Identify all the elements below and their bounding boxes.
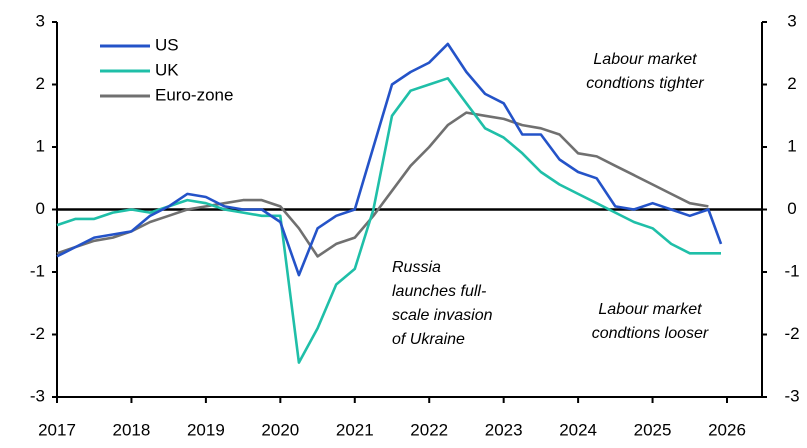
legend-label: US	[155, 35, 179, 54]
x-tick-label: 2023	[485, 420, 523, 439]
y-tick-label: -1	[30, 261, 45, 280]
annotation: condtions looser	[592, 325, 709, 342]
x-tick-label: 2018	[113, 420, 151, 439]
x-tick-label: 2024	[559, 420, 597, 439]
x-tick-label: 2020	[261, 420, 299, 439]
annotation: scale invasion	[392, 307, 493, 324]
series-line	[56, 111, 709, 258]
y-tick-label: 0	[36, 199, 45, 218]
x-tick-label: 2021	[336, 420, 374, 439]
annotation: Russia	[392, 259, 441, 276]
x-tick-label: 2022	[410, 420, 448, 439]
y2-tick-label: -1	[784, 261, 799, 280]
y2-tick-label: -2	[784, 324, 799, 343]
y-tick-label: 3	[36, 11, 45, 30]
legend-label: Euro-zone	[155, 85, 233, 104]
y2-tick-label: 0	[787, 199, 796, 218]
y2-tick-label: -3	[784, 386, 799, 405]
x-tick-label: 2026	[708, 420, 746, 439]
y-tick-label: -3	[30, 386, 45, 405]
annotation: Labour market	[593, 51, 697, 68]
y-tick-label: -2	[30, 324, 45, 343]
x-tick-label: 2025	[634, 420, 672, 439]
annotation: launches full-	[392, 283, 486, 300]
legend-label: UK	[155, 60, 179, 79]
x-tick-label: 2017	[38, 420, 76, 439]
y-tick-label: 1	[36, 136, 45, 155]
x-tick-label: 2019	[187, 420, 225, 439]
y2-tick-label: 3	[787, 11, 796, 30]
annotation: Labour market	[598, 301, 702, 318]
series-line	[56, 42, 723, 277]
annotation: condtions tighter	[586, 75, 704, 92]
y-tick-label: 2	[36, 74, 45, 93]
y2-tick-label: 2	[787, 74, 796, 93]
y2-tick-label: 1	[787, 136, 796, 155]
annotation: of Ukraine	[392, 331, 465, 348]
